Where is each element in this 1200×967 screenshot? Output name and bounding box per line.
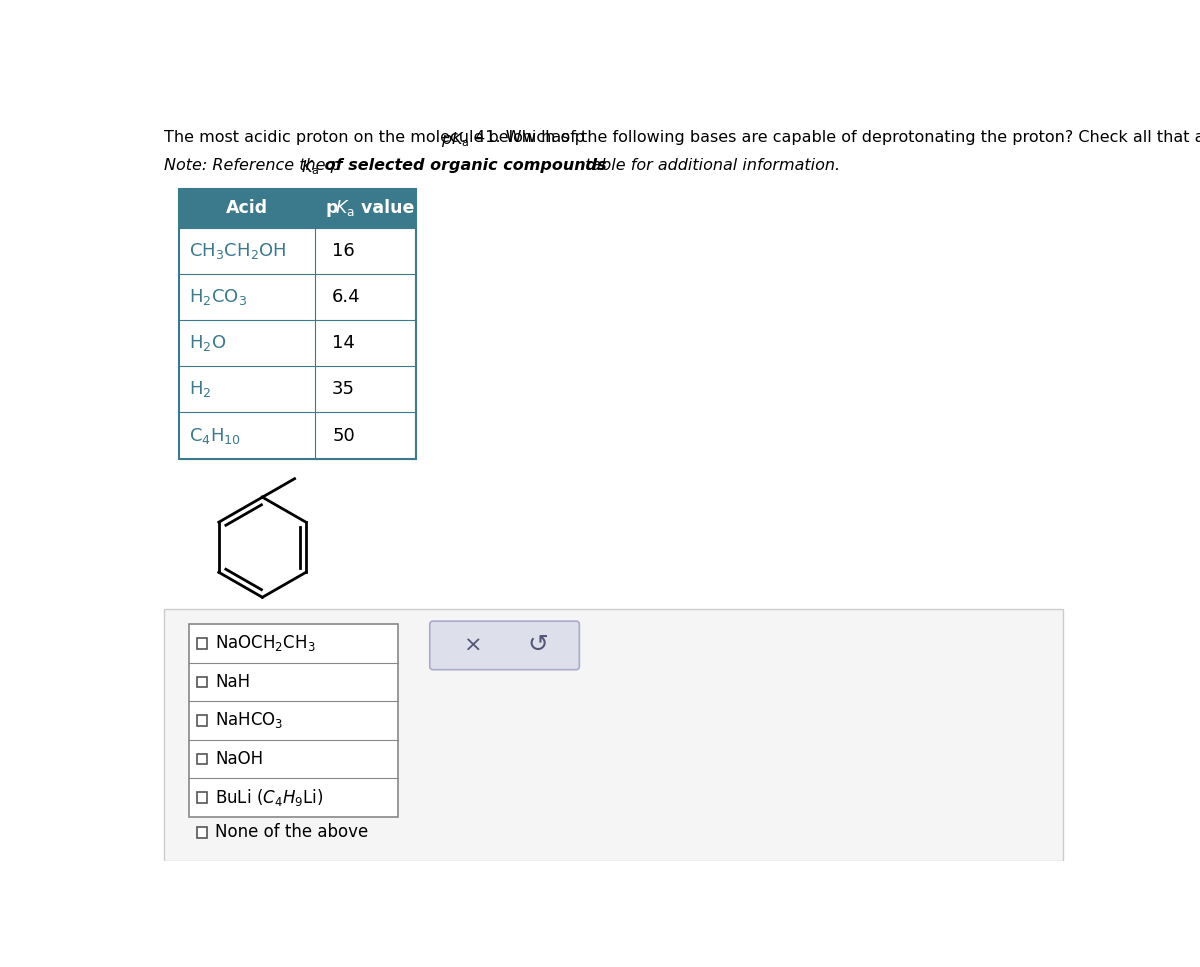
Text: NaOH: NaOH	[215, 750, 263, 768]
Bar	[180, 366, 416, 413]
Text: H$_2$O: H$_2$O	[188, 334, 226, 353]
Text: Note: Reference the p: Note: Reference the p	[164, 159, 341, 173]
Text: 41. Which of the following bases are capable of deprotonating the proton? Check : 41. Which of the following bases are cap…	[470, 130, 1200, 145]
Bar	[180, 190, 416, 458]
Text: 16: 16	[332, 242, 355, 260]
Text: The most acidic proton on the molecule below has p: The most acidic proton on the molecule b…	[164, 130, 584, 145]
Text: 50: 50	[332, 426, 355, 445]
Bar	[164, 609, 1063, 861]
Text: NaH: NaH	[215, 673, 251, 691]
Text: Acid: Acid	[226, 199, 269, 218]
Text: of selected organic compounds: of selected organic compounds	[319, 159, 606, 173]
Bar	[197, 677, 208, 688]
Text: H$_2$CO$_3$: H$_2$CO$_3$	[188, 287, 247, 307]
Text: p: p	[326, 199, 338, 218]
Bar	[197, 827, 208, 837]
Text: BuLi $(C_4H_9\mathrm{Li})$: BuLi $(C_4H_9\mathrm{Li})$	[215, 787, 324, 808]
Text: $pK_\mathrm{a}$: $pK_\mathrm{a}$	[442, 130, 470, 149]
Text: ×: ×	[464, 635, 482, 656]
Text: ↺: ↺	[527, 633, 548, 658]
Text: H$_2$: H$_2$	[188, 379, 211, 399]
Text: C$_4$H$_{10}$: C$_4$H$_{10}$	[188, 425, 241, 446]
Bar	[197, 792, 208, 803]
FancyBboxPatch shape	[430, 621, 580, 670]
Bar	[180, 413, 416, 458]
Text: CH$_3$CH$_2$OH: CH$_3$CH$_2$OH	[188, 241, 287, 261]
Text: value: value	[355, 199, 415, 218]
Text: None of the above: None of the above	[215, 823, 368, 841]
Text: $K_\mathrm{a}$: $K_\mathrm{a}$	[335, 198, 355, 219]
Text: $K_\mathrm{a}$: $K_\mathrm{a}$	[301, 159, 319, 177]
Bar	[180, 190, 416, 227]
Text: 35: 35	[332, 380, 355, 398]
Bar	[197, 638, 208, 649]
Text: NaHCO$_3$: NaHCO$_3$	[215, 711, 283, 730]
Bar	[180, 227, 416, 274]
Bar	[180, 320, 416, 366]
Text: table for additional information.: table for additional information.	[580, 159, 840, 173]
Bar	[197, 716, 208, 726]
Text: 14: 14	[332, 335, 355, 352]
Text: NaOCH$_2$CH$_3$: NaOCH$_2$CH$_3$	[215, 633, 316, 654]
Bar	[188, 625, 398, 817]
Bar	[180, 274, 416, 320]
Bar	[197, 753, 208, 764]
Text: 6.4: 6.4	[332, 288, 361, 306]
